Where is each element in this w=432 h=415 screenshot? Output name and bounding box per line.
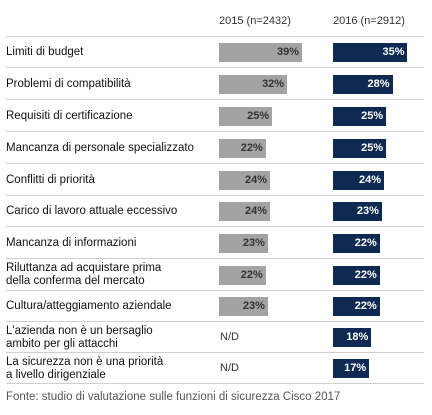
bar-2015 [219, 202, 271, 221]
value-label-2015: N/D [220, 331, 239, 343]
value-label-2016: 25% [361, 141, 384, 154]
row-separator [6, 290, 424, 291]
row-separator [6, 195, 424, 196]
row-separator [6, 36, 424, 37]
value-label-2016: 28% [367, 77, 390, 90]
row-separator [6, 352, 424, 353]
bar-2015 [219, 170, 271, 190]
value-label-2015: 39% [276, 46, 299, 58]
bar-2015 [219, 138, 266, 158]
bar-2016 [333, 297, 380, 316]
bar-2015 [219, 297, 268, 316]
value-label-2015: 22% [240, 268, 263, 281]
value-label-2015: 32% [262, 77, 285, 90]
value-label-2016: 24% [359, 173, 382, 186]
category-label: Carico di lavoro attuale eccessivo [6, 205, 178, 217]
row-separator [6, 383, 424, 384]
row-separator [6, 226, 424, 227]
value-label-2016: 17% [344, 362, 367, 374]
row-separator [6, 321, 424, 322]
bar-2016 [333, 265, 380, 285]
bar-2016 [333, 74, 393, 94]
row-separator [6, 258, 424, 259]
value-label-2016: 35% [382, 46, 405, 58]
category-label: L'azienda non è un bersaglio ambito per g… [6, 324, 153, 350]
bar-2016 [333, 233, 380, 253]
row-separator [6, 163, 424, 164]
value-label-2015: N/D [220, 362, 239, 374]
bar-2015 [219, 74, 288, 94]
category-label: Mancanza di personale specializzato [6, 141, 194, 154]
category-label: Riluttanza ad acquistare prima della conf… [6, 262, 162, 287]
bar-2015 [219, 106, 273, 126]
bar-2015 [219, 265, 266, 285]
value-label-2015: 24% [245, 205, 268, 217]
value-label-2015: 23% [242, 300, 265, 312]
category-label: Cultura/atteggiamento aziendale [6, 300, 172, 312]
source-note: Fonte: studio di valutazione sulle funzi… [6, 391, 341, 403]
row-separator [6, 67, 424, 68]
category-label: Limiti di budget [6, 46, 84, 58]
row-separator [6, 99, 424, 100]
bar-2016 [333, 106, 387, 126]
value-label-2016: 23% [356, 205, 379, 217]
value-label-2016: 22% [354, 300, 377, 312]
bar-2016 [333, 170, 385, 190]
value-label-2016: 22% [354, 236, 377, 249]
value-label-2016: 22% [354, 268, 377, 281]
header-2015: 2015 (n=2432) [219, 15, 291, 27]
category-label: Mancanza di informazioni [6, 236, 137, 249]
value-label-2015: 25% [247, 109, 270, 122]
header-2016: 2016 (n=2912) [333, 15, 405, 27]
value-label-2015: 22% [240, 141, 263, 154]
bar-2016 [333, 43, 408, 62]
value-label-2016: 25% [361, 109, 384, 122]
bar-2016 [333, 359, 370, 378]
bar-2016 [333, 138, 387, 158]
value-label-2016: 18% [346, 331, 369, 343]
bar-2015 [219, 43, 302, 62]
category-label: La sicurezza non è una priorità a livello… [6, 355, 164, 381]
row-separator [6, 131, 424, 132]
bar-2016 [333, 202, 382, 221]
value-label-2015: 24% [245, 173, 268, 186]
category-label: Problemi di compatibilità [6, 77, 131, 90]
bar-2015 [219, 233, 268, 253]
bar-2016 [333, 328, 372, 347]
category-label: Conflitti di priorità [6, 173, 95, 186]
category-label: Requisiti di certificazione [6, 109, 133, 122]
value-label-2015: 23% [242, 236, 265, 249]
